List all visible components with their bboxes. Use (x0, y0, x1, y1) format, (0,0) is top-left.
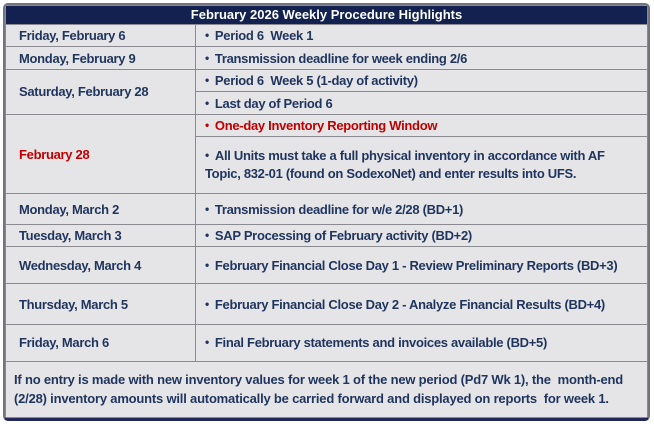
date-label: Monday, March 2 (19, 201, 120, 217)
item-label: Period 6 Week 1 (214, 28, 314, 44)
item-label: All Units must take a full physical inve… (205, 148, 608, 182)
table-row: Friday, February 6 • Period 6 Week 1 (5, 23, 648, 48)
bullet-icon: • (205, 228, 209, 243)
date-label: Tuesday, March 3 (19, 228, 122, 244)
item-cell: • February Financial Close Day 1 - Review… (195, 246, 648, 285)
item-cell: • Final February statements and invoices … (195, 324, 648, 362)
schedule-table: February 2026 Weekly Procedure Highlight… (5, 5, 648, 418)
item-cell: • February Financial Close Day 2 - Analyz… (195, 283, 648, 326)
date-label: Wednesday, March 4 (19, 257, 141, 273)
date-label: February 28 (19, 146, 90, 162)
date-label: Monday, February 9 (19, 50, 136, 66)
item-cell: • Transmission deadline for week ending 2… (195, 46, 648, 70)
date-cell: Friday, February 6 (5, 23, 196, 48)
table-row: Monday, March 2 • Transmission deadline f… (5, 193, 648, 226)
bullet-icon: • (205, 50, 209, 65)
item-cell: • Transmission deadline for w/e 2/28 (BD+… (195, 193, 648, 226)
item-cell: • One-day Inventory Reporting Window (195, 113, 648, 138)
date-label: Thursday, March 5 (19, 296, 128, 312)
bullet-icon: • (205, 118, 209, 133)
date-label: Saturday, February 28 (19, 84, 149, 100)
item-label: One-day Inventory Reporting Window (214, 118, 438, 134)
bullet-icon: • (205, 201, 209, 216)
item-label: Transmission deadline for week ending 2/… (214, 50, 468, 66)
item-cell: • Period 6 Week 1 (195, 23, 648, 48)
item-label: Period 6 Week 5 (1-day of activity) (214, 73, 418, 89)
bullet-icon: • (205, 148, 209, 163)
bullet-icon: • (205, 257, 209, 272)
item-cell: • All Units must take a full physical inv… (195, 136, 648, 195)
date-cell: Monday, February 9 (5, 46, 196, 70)
date-label: Friday, March 6 (19, 335, 109, 351)
item-cell: • Period 6 Week 5 (1-day of activity) (195, 68, 648, 93)
table-row: • All Units must take a full physical inv… (6, 136, 648, 195)
item-label: SAP Processing of February activity (BD+… (214, 228, 472, 244)
date-cell: Tuesday, March 3 (5, 224, 196, 248)
bullet-icon: • (205, 335, 209, 350)
table-row: Monday, February 9 • Transmission deadlin… (5, 46, 648, 70)
item-label: February Financial Close Day 2 - Analyze… (214, 296, 605, 312)
date-cell: Saturday, February 28 (5, 68, 196, 115)
item-label: Transmission deadline for w/e 2/28 (BD+1… (214, 201, 464, 217)
item-label: February Financial Close Day 1 - Review … (214, 257, 618, 273)
bullet-icon: • (205, 28, 209, 43)
procedure-highlights-table: February 2026 Weekly Procedure Highlight… (3, 3, 650, 421)
date-cell: Friday, March 6 (5, 324, 196, 362)
date-cell: Monday, March 2 (5, 193, 196, 226)
bullet-icon: • (205, 95, 209, 110)
table-row: February 28 • One-day Inventory Reporting… (5, 113, 648, 195)
date-cell: February 28 (5, 113, 196, 195)
table-header-row: February 2026 Weekly Procedure Highlight… (5, 5, 648, 25)
table-row: Friday, March 6 • Final February statemen… (5, 324, 648, 362)
table-title: February 2026 Weekly Procedure Highlight… (5, 5, 648, 25)
table-footer-row: If no entry is made with new inventory v… (5, 360, 648, 418)
table-row: Thursday, March 5 • February Financial Cl… (5, 283, 648, 326)
bullet-icon: • (205, 73, 209, 88)
date-cell: Wednesday, March 4 (5, 246, 196, 285)
table-row: Tuesday, March 3 • SAP Processing of Febr… (5, 224, 648, 248)
item-cell: • Last day of Period 6 (195, 91, 648, 115)
footer-note: If no entry is made with new inventory v… (5, 360, 648, 418)
item-label: Last day of Period 6 (214, 95, 333, 111)
table-row: Wednesday, March 4 • February Financial C… (5, 246, 648, 285)
item-cell: • SAP Processing of February activity (BD… (195, 224, 648, 248)
bullet-icon: • (205, 296, 209, 311)
item-label: Final February statements and invoices a… (214, 335, 548, 351)
table-row: Saturday, February 28 • Period 6 Week 5 (… (5, 68, 648, 115)
date-cell: Thursday, March 5 (5, 283, 196, 326)
date-label: Friday, February 6 (19, 28, 126, 44)
